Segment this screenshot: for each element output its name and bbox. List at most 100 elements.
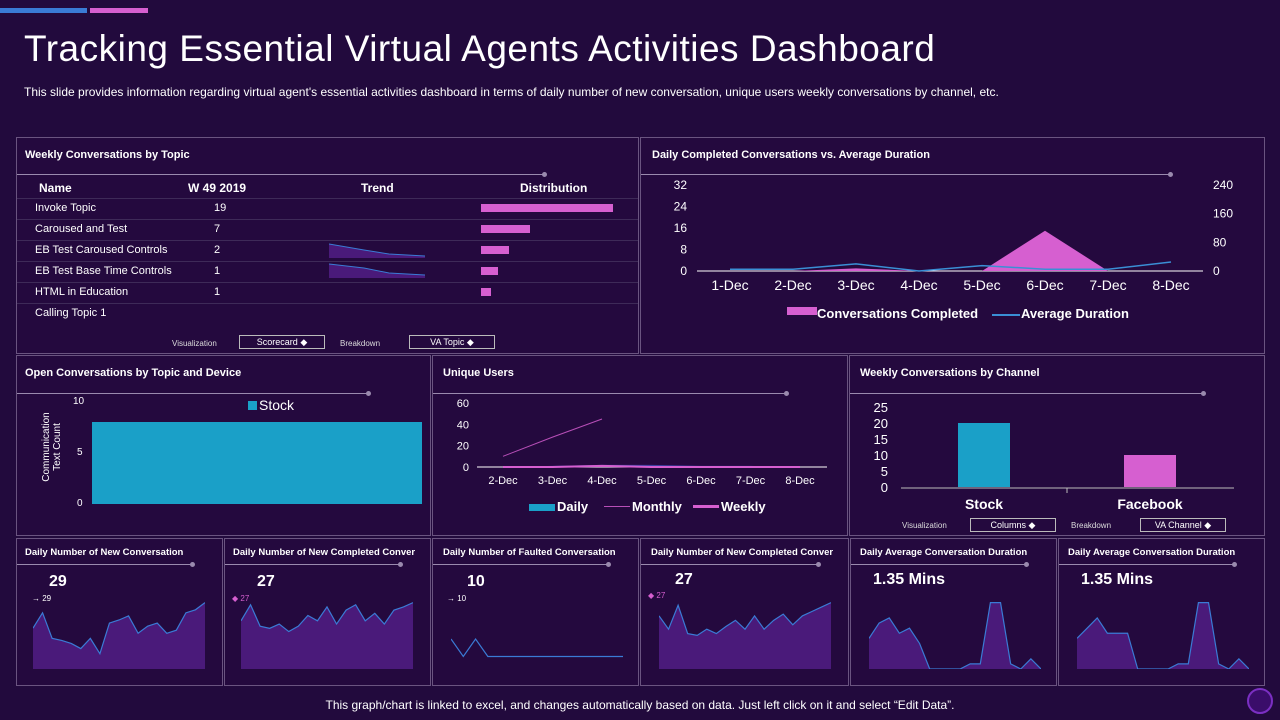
panel-divider xyxy=(433,393,787,394)
open-tick-0: 0 xyxy=(77,498,83,509)
breakdown-select[interactable]: VA Channel ◆ xyxy=(1140,518,1226,532)
x-tick-label: 2-Dec xyxy=(774,277,811,293)
legend-swatch-daily xyxy=(529,504,555,511)
row-separator xyxy=(17,198,638,199)
legend-label-daily: Daily xyxy=(557,499,589,514)
panel-handle[interactable] xyxy=(816,562,821,567)
col-distribution[interactable]: Distribution xyxy=(520,181,588,195)
arrow-icon: → xyxy=(447,594,455,603)
breakdown-select-value: VA Topic xyxy=(430,337,465,347)
panel-handle[interactable] xyxy=(1024,562,1029,567)
kpi-card-5[interactable]: Daily Average Conversation Duration 1.35… xyxy=(850,538,1057,686)
panel-handle[interactable] xyxy=(398,562,403,567)
legend-swatch-monthly xyxy=(604,506,630,507)
col-name[interactable]: Name xyxy=(39,181,72,195)
kpi-value: 1.35 Mins xyxy=(873,571,946,588)
panel-handle[interactable] xyxy=(1168,172,1173,177)
diamond-icon: ◆ xyxy=(232,594,239,603)
panel-handle[interactable] xyxy=(542,172,547,177)
users-panel[interactable]: Unique Users 60 40 20 0 2-Dec 3-Dec 4-Dec 5-Dec… xyxy=(432,355,848,536)
right-tick-label: 80 xyxy=(1213,235,1227,249)
kpi-card-2[interactable]: Daily Number of New Completed Conver 27 … xyxy=(224,538,431,686)
open-panel[interactable]: Open Conversations by Topic and Device S… xyxy=(16,355,431,536)
panel-divider xyxy=(1059,564,1235,565)
completed-panel[interactable]: Daily Completed Conversations vs. Averag… xyxy=(640,137,1265,354)
kpi-card-1[interactable]: Daily Number of New Conversation 29 → 29 xyxy=(16,538,223,686)
distribution-bar[interactable] xyxy=(481,225,530,233)
series-area-completed xyxy=(730,230,1171,271)
distribution-bar[interactable] xyxy=(481,204,613,212)
kpi-title: Daily Average Conversation Duration xyxy=(1068,547,1236,558)
panel-divider xyxy=(17,393,369,394)
open-tick-5: 5 xyxy=(77,447,83,458)
distribution-bar[interactable] xyxy=(481,267,499,275)
open-tick-10: 10 xyxy=(73,396,85,407)
legend-label-monthly: Monthly xyxy=(632,499,682,514)
topic-name[interactable]: EB Test Base Time Controls xyxy=(35,265,172,277)
users-chart[interactable]: 60 40 20 0 2-Dec 3-Dec 4-Dec 5-Dec 6-Dec 7-Dec 8-D… xyxy=(433,396,847,496)
kpi-title: Daily Number of New Completed Conver xyxy=(651,547,834,558)
panel-handle[interactable] xyxy=(784,391,789,396)
panel-handle[interactable] xyxy=(366,391,371,396)
kpi-title: Daily Average Conversation Duration xyxy=(860,547,1028,558)
topic-name[interactable]: Invoke Topic xyxy=(35,202,96,214)
topic-name[interactable]: Calling Topic 1 xyxy=(35,307,107,319)
users-x-label: 8-Dec xyxy=(785,475,815,487)
channel-bar xyxy=(1124,455,1176,487)
panel-handle[interactable] xyxy=(190,562,195,567)
series-line-monthly xyxy=(502,418,603,457)
legend-label-weekly: Weekly xyxy=(721,499,766,514)
panel-handle[interactable] xyxy=(1201,391,1206,396)
panel-handle[interactable] xyxy=(606,562,611,567)
visualization-select[interactable]: Columns ◆ xyxy=(970,518,1056,532)
x-tick-label: 8-Dec xyxy=(1152,277,1189,293)
channel-tick-label: 5 xyxy=(881,464,888,479)
sparkline-line xyxy=(33,602,205,656)
col-week[interactable]: W 49 2019 xyxy=(188,181,247,195)
x-tick-label: 5-Dec xyxy=(963,277,1000,293)
kpi-sparkline xyxy=(1077,602,1249,669)
channel-bar xyxy=(958,423,1010,487)
distribution-bar[interactable] xyxy=(481,246,509,254)
distribution-bar[interactable] xyxy=(481,288,492,296)
series-line-duration xyxy=(730,261,1172,272)
channel-panel[interactable]: Weekly Conversations by Channel 25 20 15 10… xyxy=(849,355,1265,536)
topic-name[interactable]: HTML in Education xyxy=(35,286,129,298)
slide-badge-icon[interactable] xyxy=(1247,688,1273,714)
right-tick-label: 240 xyxy=(1213,178,1233,192)
sparkline-area xyxy=(241,602,413,669)
channel-tick-label: 10 xyxy=(874,448,888,463)
kpi-sparkline xyxy=(869,602,1041,669)
open-bar-stock[interactable] xyxy=(92,422,422,504)
topic-panel[interactable]: Weekly Conversations by Topic Name W 49 … xyxy=(16,137,639,354)
row-separator xyxy=(17,240,638,241)
channel-tick-label: 15 xyxy=(874,432,888,447)
channel-tick-label: 20 xyxy=(874,416,888,431)
kpi-card-6[interactable]: Daily Average Conversation Duration 1.35… xyxy=(1058,538,1265,686)
users-x-label: 3-Dec xyxy=(538,475,568,487)
open-panel-title: Open Conversations by Topic and Device xyxy=(25,367,242,379)
users-tick-label: 20 xyxy=(457,441,469,453)
kpi-card-3[interactable]: Daily Number of Faulted Conversation 10 … xyxy=(432,538,639,686)
panel-handle[interactable] xyxy=(1232,562,1237,567)
legend-label-stock: Stock xyxy=(259,397,295,413)
visualization-select[interactable]: Scorecard ◆ xyxy=(239,335,325,349)
topic-name[interactable]: EB Test Caroused Controls xyxy=(35,244,168,256)
breakdown-select[interactable]: VA Topic ◆ xyxy=(409,335,495,349)
col-trend[interactable]: Trend xyxy=(361,181,394,195)
topic-name[interactable]: Caroused and Test xyxy=(35,223,128,235)
accent-bar-blue xyxy=(0,8,87,13)
channel-tick-label: 25 xyxy=(874,400,888,415)
visualization-label: Visualization xyxy=(172,339,217,348)
arrow-icon: → xyxy=(32,594,40,603)
sparkline-area xyxy=(1077,602,1249,669)
trend-line-2 xyxy=(329,263,426,276)
kpi-card-4[interactable]: Daily Number of New Completed Conver 27 … xyxy=(640,538,849,686)
kpi-sparkline xyxy=(451,637,623,658)
row-separator xyxy=(17,282,638,283)
kpi-value: 27 xyxy=(675,571,693,588)
kpi-sparkline xyxy=(33,602,205,669)
panel-divider xyxy=(850,393,1204,394)
